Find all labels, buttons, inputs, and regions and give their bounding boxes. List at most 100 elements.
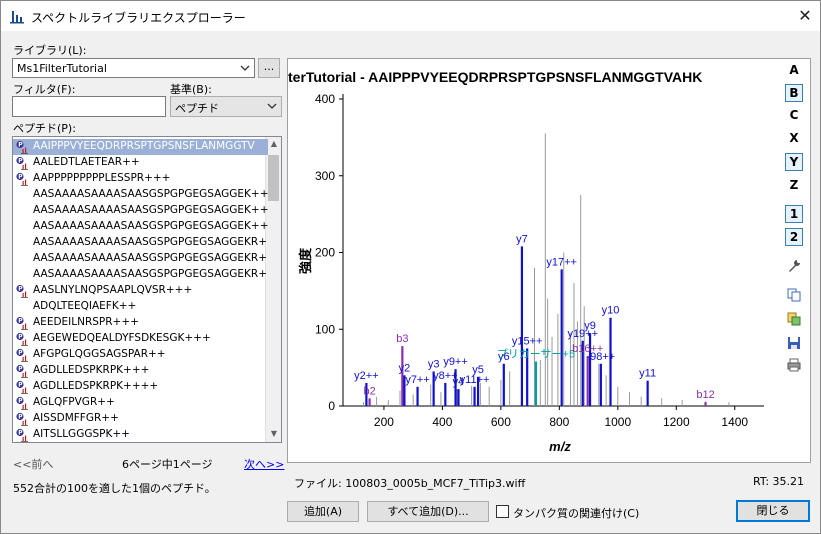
peak-label: y4 bbox=[453, 376, 465, 388]
peptide-row[interactable]: P AALEDTLAETEAR++ bbox=[13, 155, 268, 171]
peak-label: b2 bbox=[363, 385, 375, 397]
filter-input[interactable] bbox=[12, 96, 166, 117]
peptide-row[interactable]: P AFGPGLQGGSAGSPAR++ bbox=[13, 347, 268, 363]
peptide-row[interactable]: P AGLQFPVGR++ bbox=[13, 395, 268, 411]
peak-label: y9 bbox=[584, 320, 596, 332]
y-tick-label: 0 bbox=[328, 399, 335, 413]
phospho-peptide-icon: P bbox=[16, 172, 28, 186]
peak-label: y19++ bbox=[567, 328, 598, 340]
peptide-row[interactable]: ADQLTEEQIAEFK++ bbox=[13, 299, 268, 315]
peak-label: b12 bbox=[696, 389, 714, 401]
chart-title: terTutorial - AAIPPPVYEEQDRPRSPTGPSNSFLA… bbox=[288, 69, 702, 85]
copy-data-icon[interactable] bbox=[786, 311, 802, 327]
peptide-row[interactable]: P AISSDMFFGR++ bbox=[13, 411, 268, 427]
peptide-row[interactable]: AASAAAASAAAASAASGSPGPGEGSAGGEKR+ bbox=[13, 235, 268, 251]
peak-label: y7++ bbox=[405, 374, 429, 386]
peptide-row[interactable]: P AEEDEILNRSPR+++ bbox=[13, 315, 268, 331]
peptide-sequence: AEGEWEDQEALDYFSDKESGK+++ bbox=[33, 332, 211, 344]
peptide-row[interactable]: P AAPPPPPPPPPLESSPR+++ bbox=[13, 171, 268, 187]
phospho-peptide-icon: P bbox=[16, 140, 28, 154]
criteria-value: ペプチド bbox=[175, 102, 219, 115]
peak-label: y2++ bbox=[354, 370, 378, 382]
add-button[interactable]: 追加(A) bbox=[287, 501, 359, 522]
peptide-row[interactable]: AASAAAASAAAASAASGSPGPGEGSAGGEK++ bbox=[13, 187, 269, 203]
associate-proteins-label: タンパク質の関連付け(C) bbox=[513, 507, 640, 520]
x-axis-label: m/z bbox=[549, 439, 571, 454]
y-tick-label: 100 bbox=[315, 322, 335, 336]
peptide-row[interactable]: P AAIPPPVYEEQDRPRSPTGPSNSFLANMGGTV bbox=[13, 139, 268, 155]
scroll-up-icon[interactable]: ▲ bbox=[270, 139, 278, 148]
ion-button-x[interactable]: X bbox=[789, 131, 799, 145]
peptides-label: ペプチド(P): bbox=[13, 122, 76, 135]
ion-button-z[interactable]: Z bbox=[789, 178, 799, 192]
page-status: 6ページ中1ページ bbox=[122, 458, 213, 471]
peptide-sequence: AAIPPPVYEEQDRPRSPTGPSNSFLANMGGTV bbox=[33, 140, 255, 152]
ion-button-a[interactable]: A bbox=[789, 63, 799, 77]
peptide-row[interactable]: AASAAAASAAAASAASGSPGPGEGSAGGEK++ bbox=[13, 219, 269, 235]
close-button[interactable]: 閉じる bbox=[736, 500, 810, 522]
save-icon[interactable] bbox=[786, 335, 802, 351]
ion-button-2[interactable]: 2 bbox=[785, 228, 803, 246]
x-tick-label: 800 bbox=[549, 415, 569, 429]
peak-label: y8++ bbox=[433, 370, 457, 382]
svg-text:P: P bbox=[18, 334, 23, 341]
prev-page-link[interactable]: <<前へ bbox=[13, 458, 54, 471]
scrollbar-thumb[interactable] bbox=[268, 155, 279, 201]
x-tick-label: 200 bbox=[374, 415, 394, 429]
print-icon[interactable] bbox=[786, 357, 802, 373]
phospho-peptide-icon: P bbox=[16, 332, 28, 346]
peptide-row[interactable]: P AGDLLEDSPKRPK++++ bbox=[13, 379, 268, 395]
ion-button-b[interactable]: B bbox=[785, 84, 803, 102]
peptide-sequence: AITSLLGGGSPK++ bbox=[33, 428, 130, 440]
peptide-row[interactable]: P AGDLLEDSPKRPK+++ bbox=[13, 363, 268, 379]
peptide-sequence: AISSDMFFGR++ bbox=[33, 412, 119, 424]
peak-label: y7 bbox=[516, 233, 528, 245]
wrench-icon[interactable] bbox=[786, 258, 802, 274]
peptide-row[interactable]: AASAAAASAAAASAASGSPGPGEGSAGGEKR+ bbox=[13, 267, 268, 283]
svg-text:P: P bbox=[18, 174, 23, 181]
peptide-sequence: AEEDEILNRSPR+++ bbox=[33, 316, 139, 328]
library-combobox[interactable]: Ms1FilterTutorial bbox=[12, 58, 255, 78]
peak-label: y6 bbox=[498, 351, 510, 363]
y-tick-label: 400 bbox=[315, 92, 335, 106]
svg-text:P: P bbox=[18, 366, 23, 373]
peak-label: y17++ bbox=[546, 256, 577, 268]
svg-text:P: P bbox=[18, 430, 23, 437]
svg-text:P: P bbox=[18, 350, 23, 357]
window-title: スペクトルライブラリエクスプローラー bbox=[31, 11, 246, 25]
peptide-list-scrollbar[interactable]: ▲ ▼ bbox=[265, 137, 281, 442]
peptide-row[interactable]: P AASLNYLNQPSAAPLQVSR+++ bbox=[13, 283, 268, 299]
spectrum-app-icon bbox=[10, 11, 24, 24]
ion-button-c[interactable]: C bbox=[789, 108, 799, 122]
peptide-listbox[interactable]: ▲ ▼ P AAIPPPVYEEQDRPRSPTGPSNSFLANMGGTV P AA… bbox=[12, 136, 282, 443]
peptide-row[interactable]: AASAAAASAAAASAASGSPGPGEGSAGGEK++ bbox=[13, 203, 269, 219]
phospho-peptide-icon: P bbox=[16, 156, 28, 170]
criteria-combobox[interactable]: ペプチド bbox=[170, 96, 282, 117]
svg-text:P: P bbox=[18, 318, 23, 325]
close-icon[interactable]: ✕ bbox=[798, 6, 812, 25]
phospho-peptide-icon: P bbox=[16, 316, 28, 330]
y-tick-label: 300 bbox=[315, 169, 335, 183]
phospho-peptide-icon: P bbox=[16, 380, 28, 394]
scroll-down-icon[interactable]: ▼ bbox=[270, 429, 278, 438]
peak-label: y10 bbox=[602, 305, 620, 317]
svg-text:P: P bbox=[18, 158, 23, 165]
add-all-button[interactable]: すべて追加(D)... bbox=[367, 501, 489, 522]
peptide-row[interactable]: P AITSLLGGGSPK++ bbox=[13, 427, 268, 442]
spectrum-plot[interactable]: terTutorial - AAIPPPVYEEQDRPRSPTGPSNSFLA… bbox=[288, 59, 811, 463]
peptide-row[interactable]: AASAAAASAAAASAASGSPGPGEGSAGGEKR+ bbox=[13, 251, 268, 267]
chevron-down-icon bbox=[267, 103, 277, 109]
x-tick-label: 1200 bbox=[663, 415, 690, 429]
associate-proteins-checkbox[interactable] bbox=[496, 505, 509, 518]
ion-button-1[interactable]: 1 bbox=[785, 205, 803, 223]
library-browse-button[interactable]: ... bbox=[258, 58, 280, 78]
x-tick-label: 400 bbox=[432, 415, 452, 429]
spectrum-chart[interactable]: terTutorial - AAIPPPVYEEQDRPRSPTGPSNSFLA… bbox=[287, 58, 811, 463]
peptide-sequence: AASAAAASAAAASAASGSPGPGEGSAGGEKR+ bbox=[33, 268, 268, 280]
phospho-peptide-icon: P bbox=[16, 428, 28, 442]
svg-text:P: P bbox=[18, 382, 23, 389]
peptide-row[interactable]: P AEGEWEDQEALDYFSDKESGK+++ bbox=[13, 331, 268, 347]
copy-icon[interactable] bbox=[786, 287, 802, 303]
ion-button-y[interactable]: Y bbox=[785, 153, 803, 171]
next-page-link[interactable]: 次へ>> bbox=[244, 458, 285, 471]
